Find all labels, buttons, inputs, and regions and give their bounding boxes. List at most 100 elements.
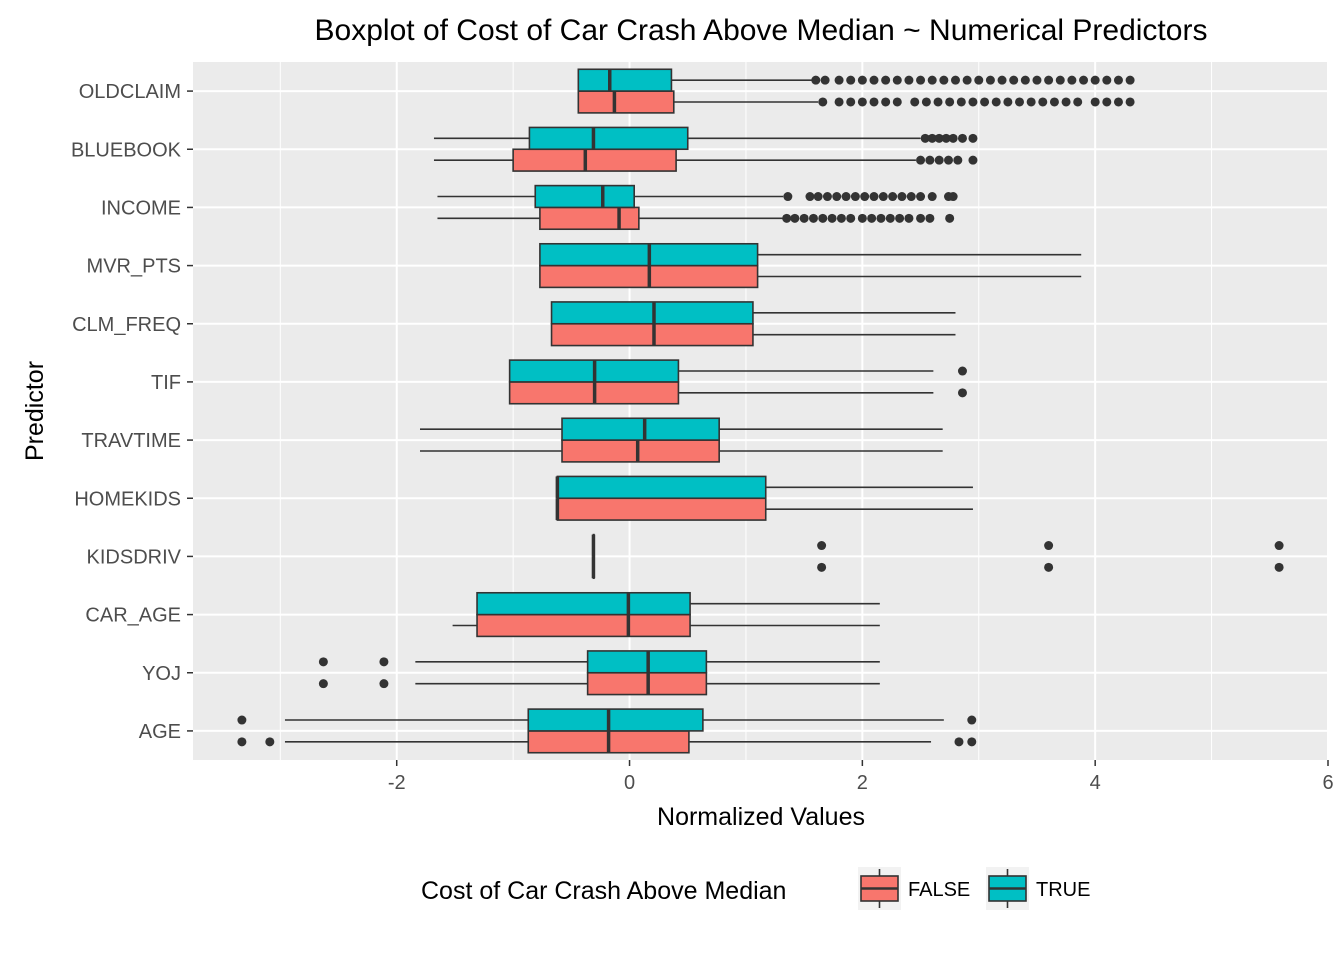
box-bluebook-true — [433, 126, 978, 151]
box-oldclaim-false — [577, 90, 1135, 114]
y-tick-label: CLM_FREQ — [72, 314, 181, 336]
outlier-point — [379, 657, 389, 667]
outlier-point — [885, 213, 895, 223]
outlier-point — [1102, 97, 1112, 107]
box-rect — [476, 613, 691, 638]
outlier-point — [1009, 75, 1019, 85]
x-axis-title: Normalized Values — [657, 803, 865, 831]
outlier-point — [1067, 75, 1077, 85]
box-rect — [476, 591, 691, 616]
box-rect — [527, 708, 704, 732]
outlier-point — [846, 213, 856, 223]
outlier-point — [799, 213, 809, 223]
box-clm-freq-true — [550, 301, 956, 325]
outlier-point — [939, 75, 949, 85]
outlier-point — [897, 192, 907, 202]
outlier-point — [985, 75, 995, 85]
outlier-point — [895, 213, 905, 223]
plot-panel — [193, 62, 1328, 760]
outlier-point — [944, 155, 954, 165]
outlier-point — [916, 213, 926, 223]
outlier-point — [968, 133, 978, 143]
box-yoj-true — [318, 650, 880, 674]
outlier-point — [957, 366, 967, 376]
outlier-point — [827, 213, 837, 223]
outlier-point — [818, 213, 828, 223]
outlier-point — [1032, 75, 1042, 85]
outlier-point — [1038, 97, 1048, 107]
box-tif-false — [508, 381, 967, 405]
legend-label: FALSE — [908, 879, 970, 901]
outlier-point — [817, 562, 827, 572]
outlier-point — [841, 192, 851, 202]
box-rect — [556, 497, 767, 521]
outlier-point — [910, 97, 920, 107]
outlier-point — [857, 97, 867, 107]
legend-item-false: FALSE — [858, 867, 970, 910]
outlier-point — [921, 97, 931, 107]
y-axis-ticks: OLDCLAIM BLUEBOOK INCOME MVR_PTS CLM_FREQ TIF… — [71, 81, 193, 743]
outlier-point — [318, 679, 328, 689]
outlier-point — [1125, 75, 1135, 85]
outlier-point — [869, 97, 879, 107]
box-age-false — [237, 730, 977, 754]
y-tick-label: OLDCLAIM — [79, 81, 181, 103]
x-tick-label: -2 — [388, 772, 406, 794]
outlier-point — [869, 192, 879, 202]
box-tif-true — [508, 359, 967, 383]
y-tick-label: INCOME — [101, 197, 181, 219]
outlier-point — [1044, 541, 1054, 551]
outlier-point — [1125, 97, 1135, 107]
box-oldclaim-true — [577, 68, 1135, 92]
outlier-point — [967, 715, 977, 725]
legend-label: TRUE — [1036, 879, 1090, 901]
outlier-point — [945, 97, 955, 107]
outlier-point — [991, 97, 1001, 107]
x-tick-label: 2 — [857, 772, 868, 794]
box-rect — [528, 126, 689, 151]
box-homekids-true — [555, 475, 973, 500]
box-kidsdriv-true — [591, 533, 1284, 558]
box-car-age-true — [476, 591, 880, 616]
outlier-point — [783, 192, 793, 202]
outlier-point — [953, 155, 963, 165]
outlier-point — [974, 75, 984, 85]
outlier-point — [1044, 75, 1054, 85]
box-homekids-false — [555, 497, 973, 521]
box-rect — [534, 184, 635, 209]
outlier-point — [834, 75, 844, 85]
chart-title: Boxplot of Cost of Car Crash Above Media… — [315, 14, 1208, 47]
outlier-point — [237, 737, 247, 747]
box-rect — [561, 417, 720, 441]
outlier-point — [968, 155, 978, 165]
outlier-point — [945, 213, 955, 223]
y-tick-label: CAR_AGE — [85, 605, 181, 627]
outlier-point — [836, 213, 846, 223]
outlier-point — [1055, 75, 1065, 85]
outlier-point — [834, 97, 844, 107]
x-axis-ticks: -2 0 2 4 6 — [388, 760, 1334, 794]
y-tick-label: TIF — [151, 372, 181, 394]
box-income-false — [437, 206, 955, 231]
outlier-point — [934, 155, 944, 165]
outlier-point — [927, 133, 937, 143]
outlier-point — [941, 133, 951, 143]
outlier-point — [920, 133, 930, 143]
y-tick-label: AGE — [139, 721, 181, 743]
outlier-point — [962, 75, 972, 85]
outlier-point — [265, 737, 275, 747]
outlier-point — [1026, 97, 1036, 107]
box-rect — [577, 68, 673, 92]
box-rect — [556, 475, 767, 500]
legend-item-true: TRUE — [986, 867, 1090, 910]
outlier-point — [888, 192, 898, 202]
outlier-point — [927, 75, 937, 85]
outlier-point — [906, 192, 916, 202]
outlier-point — [934, 133, 944, 143]
outlier-point — [892, 75, 902, 85]
outlier-point — [881, 75, 891, 85]
outlier-point — [1049, 97, 1059, 107]
outlier-point — [892, 97, 902, 107]
outlier-point — [876, 213, 886, 223]
outlier-point — [916, 192, 926, 202]
